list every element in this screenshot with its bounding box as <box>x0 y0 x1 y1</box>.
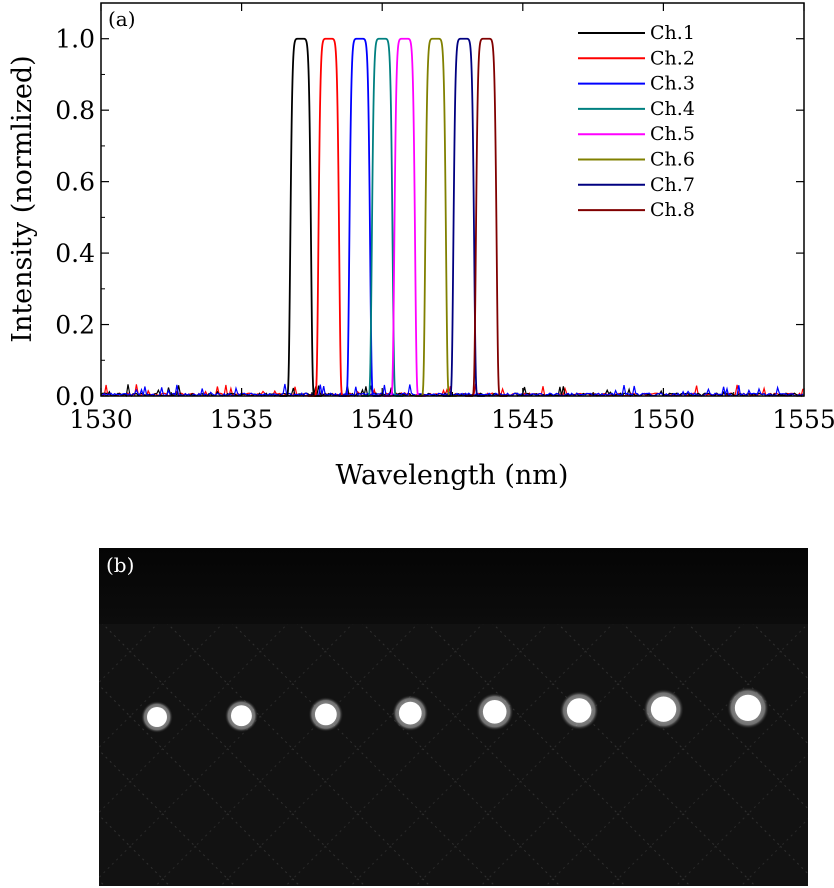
y-axis-title: Intensity (normlized) <box>7 55 38 342</box>
legend: Ch.1 Ch.2 Ch.3 Ch.4 Ch.5 Ch.6 Ch.7 Ch.8 <box>578 22 695 221</box>
y-tick-label: 0.8 <box>55 96 95 125</box>
spots-group <box>141 686 770 733</box>
legend-label: Ch.5 <box>650 123 695 145</box>
light-spot <box>734 694 762 722</box>
legend-label: Ch.8 <box>650 199 695 221</box>
x-tick-label: 1530 <box>69 405 133 434</box>
panel-label-a: (a) <box>108 7 136 31</box>
legend-label: Ch.3 <box>650 73 695 95</box>
image-dark-band <box>99 548 808 624</box>
legend-label: Ch.7 <box>650 174 695 196</box>
x-axis-title: Wavelength (nm) <box>336 460 569 491</box>
y-tick-label: 0.2 <box>55 311 95 340</box>
legend-label: Ch.4 <box>650 98 695 120</box>
x-tick-label: 1550 <box>632 405 696 434</box>
x-tick-label: 1540 <box>350 405 414 434</box>
light-spot <box>650 696 677 722</box>
legend-label: Ch.1 <box>650 22 695 44</box>
y-tick-label: 0.4 <box>55 239 95 268</box>
light-spot <box>398 701 422 725</box>
y-tick-label: 0.6 <box>55 168 95 197</box>
panel-label-b: (b) <box>106 553 134 577</box>
y-tick-label: 1.0 <box>55 25 95 54</box>
y-tick-label: 0.0 <box>55 382 95 411</box>
x-tick-label: 1545 <box>491 405 555 434</box>
x-tick-label: 1535 <box>210 405 274 434</box>
axes: 1530 1535 1540 1545 1550 1555 0.0 0.2 0.4 0.6 0.8 1… <box>55 2 834 434</box>
panel-a: 1530 1535 1540 1545 1550 1555 0.0 0.2 0.4 0.6 0.8 1… <box>7 2 834 491</box>
light-spot <box>482 700 507 724</box>
light-spot <box>230 705 252 727</box>
legend-label: Ch.2 <box>650 47 695 69</box>
light-spot <box>147 707 167 727</box>
x-tick-label: 1555 <box>772 405 834 434</box>
legend-label: Ch.6 <box>650 149 695 171</box>
light-spot <box>314 703 337 726</box>
plot-frame <box>100 2 805 397</box>
light-spot <box>566 698 592 723</box>
panel-b: (b) <box>99 548 808 886</box>
